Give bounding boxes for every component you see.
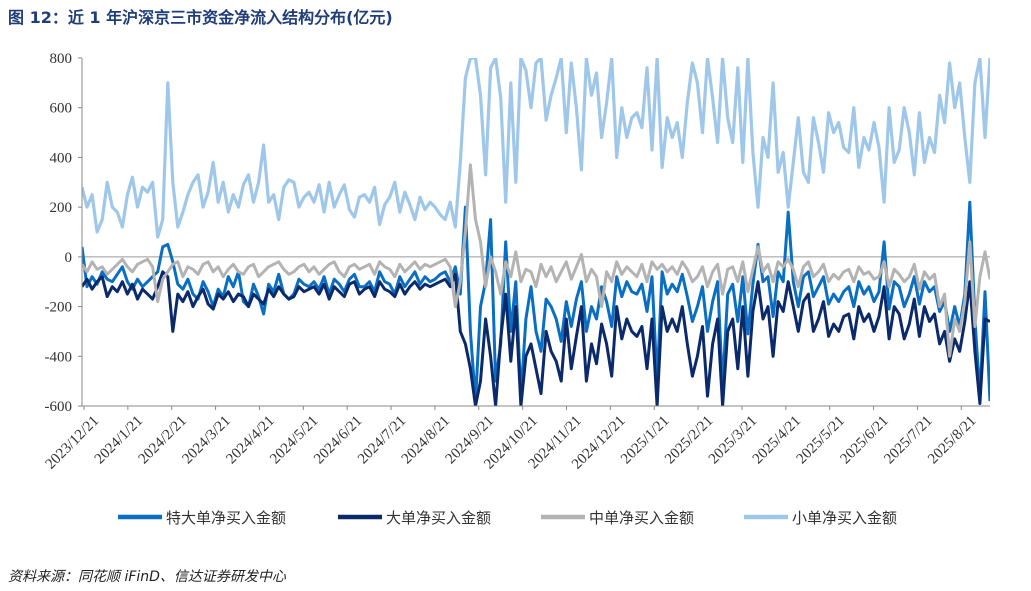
y-tick-label: -200 (45, 300, 73, 316)
y-axis: -600 -400 -200 0 200 400 600 800 (45, 51, 83, 415)
x-axis: 2023/12/212024/1/212024/2/212024/3/21202… (43, 405, 990, 473)
chart-canvas: -600 -400 -200 0 200 400 600 800 2023/12/212024… (43, 51, 990, 527)
legend-label-1: 特大单净买入金额 (166, 509, 286, 527)
y-tick-label: 800 (50, 51, 73, 67)
legend-label-2: 大单净买入金额 (386, 509, 491, 527)
series-line-3 (82, 163, 990, 358)
y-tick-label: -400 (45, 349, 73, 365)
y-tick-label: -600 (45, 399, 73, 415)
figure-title: 图 12：近 1 年沪深京三市资金净流入结构分布(亿元) (8, 8, 393, 27)
series-line-2 (82, 270, 990, 406)
y-tick-label: 200 (50, 200, 73, 216)
y-tick-label: 400 (50, 150, 73, 166)
legend: 特大单净买入金额 大单净买入金额 中单净买入金额 小单净买入金额 (118, 509, 897, 527)
y-tick-label: 0 (65, 250, 73, 266)
series-line-4 (82, 58, 990, 239)
legend-label-3: 中单净买入金额 (589, 509, 694, 527)
series-line-1 (82, 200, 990, 403)
y-tick-label: 600 (50, 101, 73, 117)
legend-label-4: 小单净买入金额 (792, 509, 897, 527)
plot-area (82, 58, 990, 406)
x-tick-label: 2023/12/21 (43, 413, 103, 473)
x-tick-label: 2025/8/21 (925, 413, 979, 467)
source-note: 资料来源：同花顺 iFinD、信达证券研发中心 (8, 569, 286, 585)
